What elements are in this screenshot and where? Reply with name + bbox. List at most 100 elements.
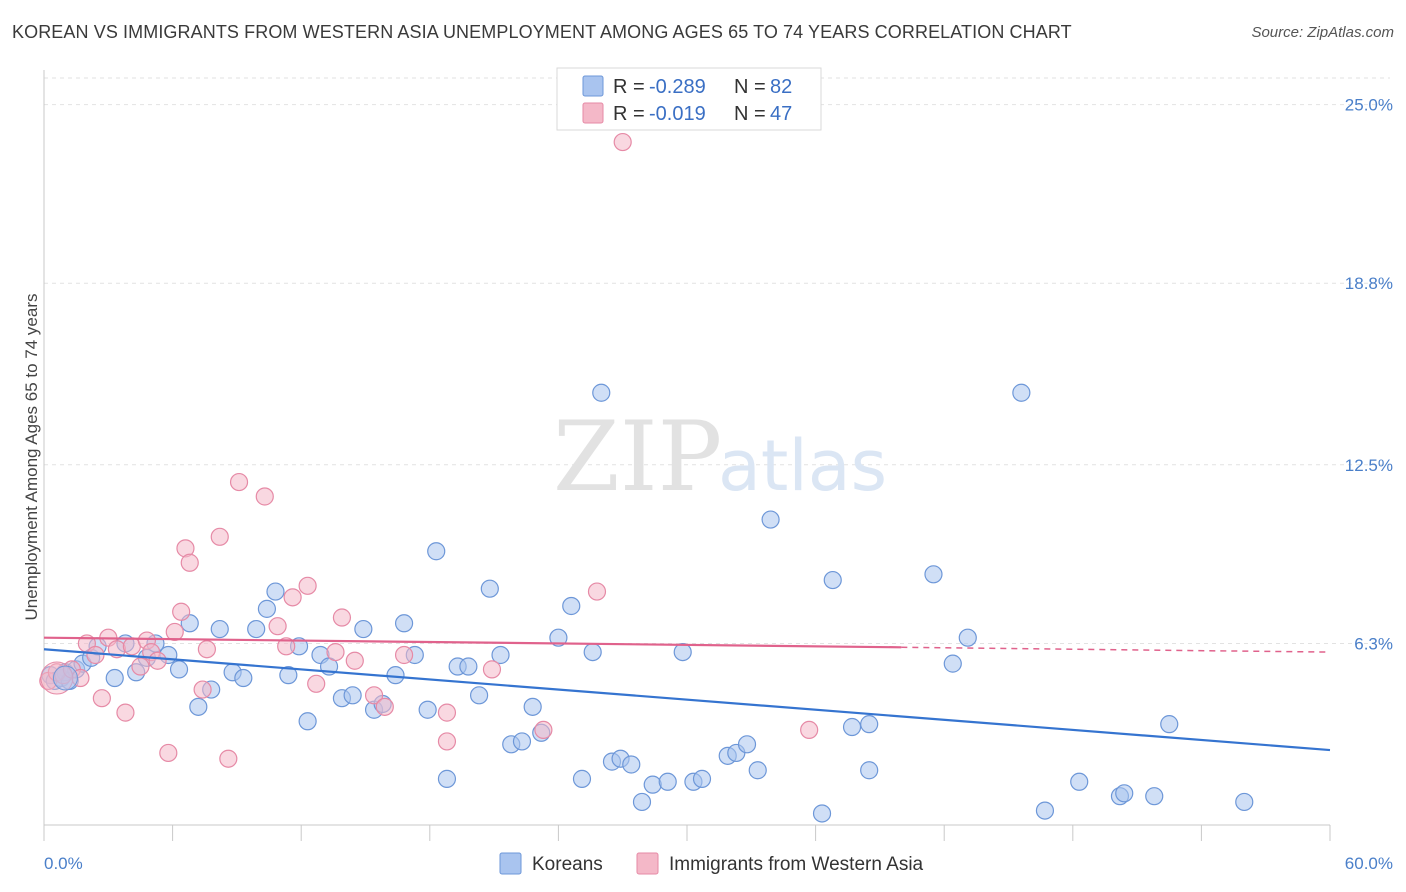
bottom-legend: Koreans Immigrants from Western Asia [499, 852, 924, 875]
point-koreans [842, 717, 862, 737]
gridlines [44, 77, 1390, 644]
point-koreans-cluster [52, 665, 78, 691]
point-koreans [247, 619, 266, 639]
y-tick-label: 12.5% [1345, 456, 1393, 475]
trend-line-koreans [43, 648, 1331, 752]
point-koreans [354, 619, 373, 639]
trend-lines [43, 636, 1331, 752]
point-koreans [210, 619, 229, 639]
point-koreans [924, 565, 943, 584]
point-western-asia [229, 472, 249, 492]
point-western-asia [800, 720, 819, 740]
point-koreans [572, 769, 592, 788]
point-western-asia [298, 576, 317, 595]
point-koreans [737, 735, 757, 754]
point-western-asia [332, 608, 352, 627]
point-western-asia [364, 686, 384, 705]
point-western-asia [268, 617, 287, 636]
point-koreans [748, 761, 767, 780]
point-koreans [394, 614, 414, 633]
point-western-asia [375, 697, 394, 716]
legend-n-label-koreans: N = [734, 76, 766, 98]
point-koreans [1012, 383, 1031, 402]
point-koreans [761, 510, 780, 529]
point-koreans [480, 579, 499, 598]
point-western-asia [210, 527, 229, 546]
point-koreans [658, 772, 677, 791]
legend-n-label-western-asia: N = [734, 103, 766, 125]
legend-swatch-western-asia [582, 102, 604, 124]
point-koreans [860, 761, 879, 780]
x-tick-labels: 0.0% 60.0% [44, 854, 1393, 873]
point-koreans [437, 769, 457, 788]
point-western-asia [345, 651, 364, 670]
point-koreans [427, 542, 446, 561]
y-tick-labels: 25.0% 18.8% 12.5% 6.3% [1345, 96, 1393, 654]
y-tick-label: 25.0% [1345, 96, 1393, 115]
source-credit: Source: ZipAtlas.com [1251, 24, 1394, 41]
y-axis-label: Unemployment Among Ages 65 to 74 years [22, 294, 41, 621]
x-tick-label: 60.0% [1345, 854, 1393, 873]
legend-r-label-western-asia: R = [613, 103, 645, 125]
point-koreans [549, 628, 568, 647]
point-koreans [622, 755, 641, 774]
point-koreans [169, 660, 189, 679]
point-koreans [105, 668, 124, 688]
point-western-asia [165, 622, 184, 642]
point-western-asia [283, 588, 302, 607]
legend-r-value-western-asia: -0.019 [649, 103, 706, 125]
point-koreans [583, 642, 602, 662]
point-western-asia [131, 657, 150, 676]
legend-n-value-koreans: 82 [770, 76, 792, 98]
legend-n-value-western-asia: 47 [770, 103, 792, 125]
point-koreans [266, 582, 285, 601]
point-western-asia [148, 651, 167, 670]
point-koreans [257, 599, 277, 618]
point-koreans [1235, 792, 1254, 812]
point-koreans [491, 645, 510, 665]
axes [43, 70, 1331, 841]
point-koreans [1035, 801, 1055, 820]
point-western-asia [277, 637, 296, 656]
point-western-asia [197, 640, 216, 659]
point-koreans [386, 666, 405, 685]
point-koreans [1160, 715, 1179, 734]
bottom-legend-swatch-western-asia [636, 852, 659, 875]
point-koreans [512, 732, 532, 751]
point-koreans [812, 804, 832, 823]
chart-title: KOREAN VS IMMIGRANTS FROM WESTERN ASIA U… [12, 22, 1072, 42]
x-tick-label: 0.0% [44, 854, 83, 873]
point-western-asia [326, 642, 345, 662]
point-koreans [673, 642, 692, 662]
point-koreans [523, 697, 542, 716]
point-koreans [562, 596, 581, 616]
point-western-asia [86, 645, 105, 665]
point-koreans [692, 769, 712, 788]
point-koreans [189, 697, 208, 716]
data-points [39, 132, 1254, 823]
point-western-asia [437, 703, 457, 722]
point-western-asia [307, 674, 326, 693]
point-western-asia [116, 703, 135, 722]
point-koreans [459, 657, 478, 676]
point-koreans [279, 666, 298, 685]
bottom-legend-label-western-asia: Immigrants from Western Asia [669, 854, 924, 875]
point-koreans [592, 383, 611, 402]
point-koreans [1145, 787, 1164, 806]
point-western-asia [255, 487, 274, 506]
point-koreans [418, 700, 437, 719]
legend-r-label-koreans: R = [613, 76, 645, 98]
bottom-legend-label-koreans: Koreans [532, 854, 603, 875]
watermark: ZIP atlas [553, 401, 887, 513]
point-western-asia [482, 660, 502, 679]
point-western-asia [534, 720, 553, 740]
y-tick-label: 6.3% [1354, 634, 1393, 653]
watermark-zip: ZIP [553, 401, 722, 513]
legend-r-value-koreans: -0.289 [649, 76, 706, 98]
trend-line-western-asia-dashed [901, 646, 1331, 653]
point-koreans [298, 712, 317, 731]
point-western-asia [193, 680, 212, 699]
point-western-asia [437, 732, 457, 751]
point-koreans [823, 570, 842, 590]
